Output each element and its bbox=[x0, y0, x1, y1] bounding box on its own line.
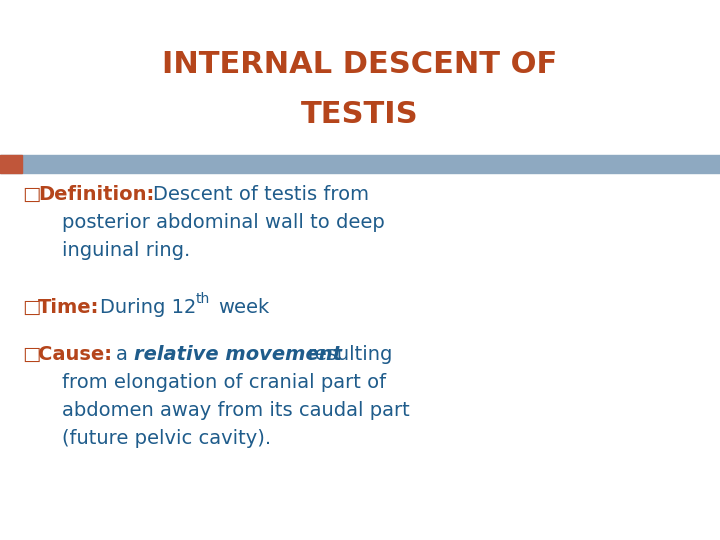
Text: INTERNAL DESCENT OF: INTERNAL DESCENT OF bbox=[163, 50, 557, 79]
Text: relative movement: relative movement bbox=[134, 345, 342, 364]
Text: Definition:: Definition: bbox=[38, 185, 154, 204]
Text: abdomen away from its caudal part: abdomen away from its caudal part bbox=[62, 401, 410, 420]
Bar bbox=[0, 155, 720, 173]
Text: TESTIS: TESTIS bbox=[301, 100, 419, 129]
Text: (future pelvic cavity).: (future pelvic cavity). bbox=[62, 429, 271, 448]
Text: □: □ bbox=[22, 185, 40, 204]
Text: inguinal ring.: inguinal ring. bbox=[62, 241, 190, 260]
Text: posterior abdominal wall to deep: posterior abdominal wall to deep bbox=[62, 213, 384, 232]
Text: week: week bbox=[218, 298, 269, 317]
Text: Descent of testis from: Descent of testis from bbox=[153, 185, 369, 204]
Text: from elongation of cranial part of: from elongation of cranial part of bbox=[62, 373, 386, 392]
Text: Cause:: Cause: bbox=[38, 345, 112, 364]
Text: □: □ bbox=[22, 345, 40, 364]
Text: Time:: Time: bbox=[38, 298, 99, 317]
Text: th: th bbox=[196, 292, 210, 306]
Bar bbox=[0, 155, 22, 173]
Text: resulting: resulting bbox=[307, 345, 392, 364]
Text: During 12: During 12 bbox=[100, 298, 197, 317]
Text: a: a bbox=[116, 345, 128, 364]
Text: □: □ bbox=[22, 298, 40, 317]
